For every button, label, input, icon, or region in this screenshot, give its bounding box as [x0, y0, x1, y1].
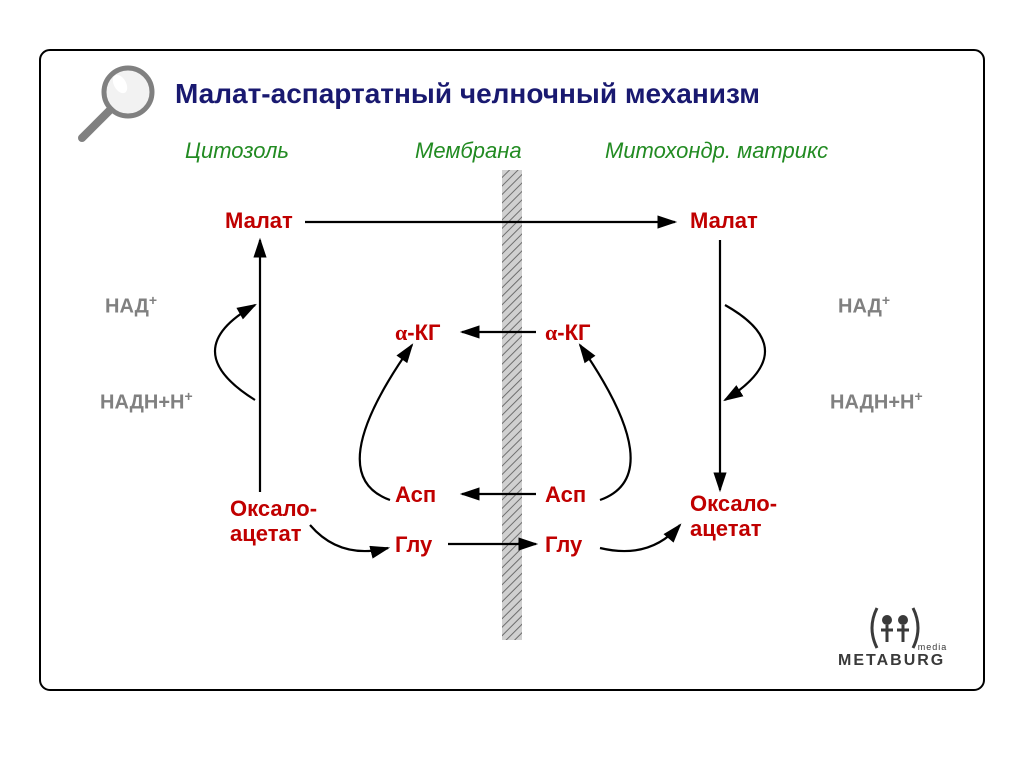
logo-subtext: media — [918, 642, 948, 652]
arrows-straight — [260, 222, 720, 544]
node-malate-left: Малат — [225, 208, 293, 234]
node-malate-right: Малат — [690, 208, 758, 234]
cofactor-nadh-right: НАДН+Н+ — [830, 388, 923, 415]
logo-mark-icon — [872, 608, 918, 648]
curve-akg-asp-right — [580, 345, 631, 500]
logo-text: METABURG — [838, 652, 945, 670]
diagram-title: Малат-аспартатный челночный механизм — [175, 78, 760, 110]
magnifier-icon — [82, 68, 152, 138]
node-glu-left: Глу — [395, 532, 432, 558]
zone-cytosol: Цитозоль — [185, 138, 289, 164]
curve-akg-asp-left — [360, 345, 412, 500]
cofactor-nad-right: НАД+ — [838, 292, 890, 319]
curve-nad-left — [215, 305, 255, 400]
membrane-strip — [502, 170, 522, 640]
cofactor-nadh-left: НАДН+Н+ — [100, 388, 193, 415]
logo: METABURG media — [838, 652, 945, 670]
node-asp-right: Асп — [545, 482, 586, 508]
curve-nad-right — [725, 305, 765, 400]
zone-membrane: Мембрана — [415, 138, 522, 164]
node-oaa-left: Оксало- ацетат — [230, 496, 317, 547]
slide-canvas: Малат-аспартатный челночный механизм Цит… — [0, 0, 1024, 767]
curve-glu-left — [310, 525, 388, 551]
node-akg-left: α-КГ — [395, 320, 441, 346]
zone-matrix: Митохондр. матрикс — [605, 138, 828, 164]
curve-glu-right — [600, 525, 680, 551]
node-oaa-right: Оксало- ацетат — [690, 491, 777, 542]
node-asp-left: Асп — [395, 482, 436, 508]
cofactor-nad-left: НАД+ — [105, 292, 157, 319]
node-akg-right: α-КГ — [545, 320, 591, 346]
node-glu-right: Глу — [545, 532, 582, 558]
